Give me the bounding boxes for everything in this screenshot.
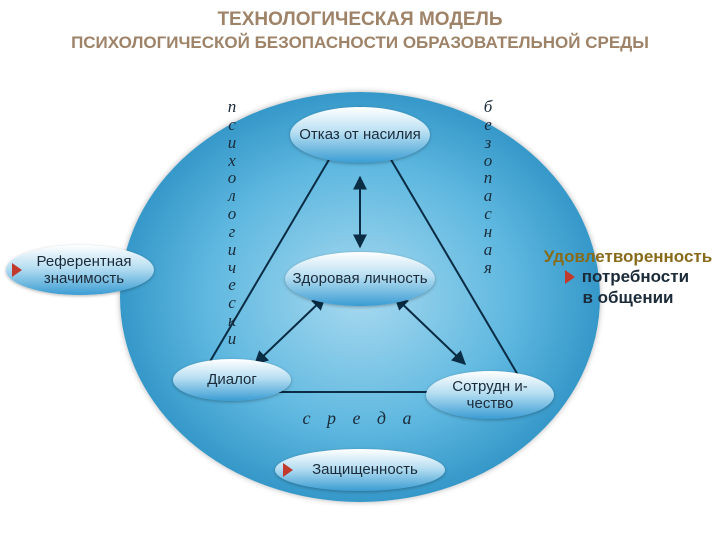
outer-right-b: потребности — [582, 267, 689, 286]
node-top-label: Отказ от насилия — [299, 126, 420, 143]
outer-right-a: Удовлетворенность — [544, 247, 712, 266]
outer-right-c: в общении — [582, 288, 673, 307]
triangle-side-left-label: психологически — [224, 98, 240, 348]
node-bottom-left: Диалог — [173, 359, 291, 401]
node-top: Отказ от насилия — [290, 107, 430, 163]
node-center-label: Здоровая личность — [292, 270, 427, 287]
node-br-label: Сотрудн и-чество — [432, 378, 548, 413]
title-line1: ТЕХНОЛОГИЧЕСКАЯ МОДЕЛЬ — [0, 8, 720, 32]
triangle-side-bottom-label: с р е д а — [302, 408, 417, 429]
marker-icon — [12, 263, 22, 277]
outer-left-node: Референтная значимость — [6, 245, 154, 295]
node-bottom: Защищенность — [275, 449, 445, 491]
diagram-title: ТЕХНОЛОГИЧЕСКАЯ МОДЕЛЬ ПСИХОЛОГИЧЕСКОЙ Б… — [0, 0, 720, 53]
outer-right-block: Удовлетворенность потребности в общении — [538, 247, 718, 308]
node-bl-label: Диалог — [207, 371, 257, 388]
outer-left-label: Референтная значимость — [20, 253, 148, 288]
triangle-side-right-label: безопасная — [480, 98, 496, 276]
node-center: Здоровая личность — [285, 252, 435, 306]
marker-icon — [565, 270, 575, 284]
title-line2: ПСИХОЛОГИЧЕСКОЙ БЕЗОПАСНОСТИ ОБРАЗОВАТЕЛ… — [0, 32, 720, 53]
node-bottom-label: Защищенность — [312, 461, 418, 478]
node-bottom-right: Сотрудн и-чество — [426, 371, 554, 419]
marker-icon — [283, 463, 293, 477]
